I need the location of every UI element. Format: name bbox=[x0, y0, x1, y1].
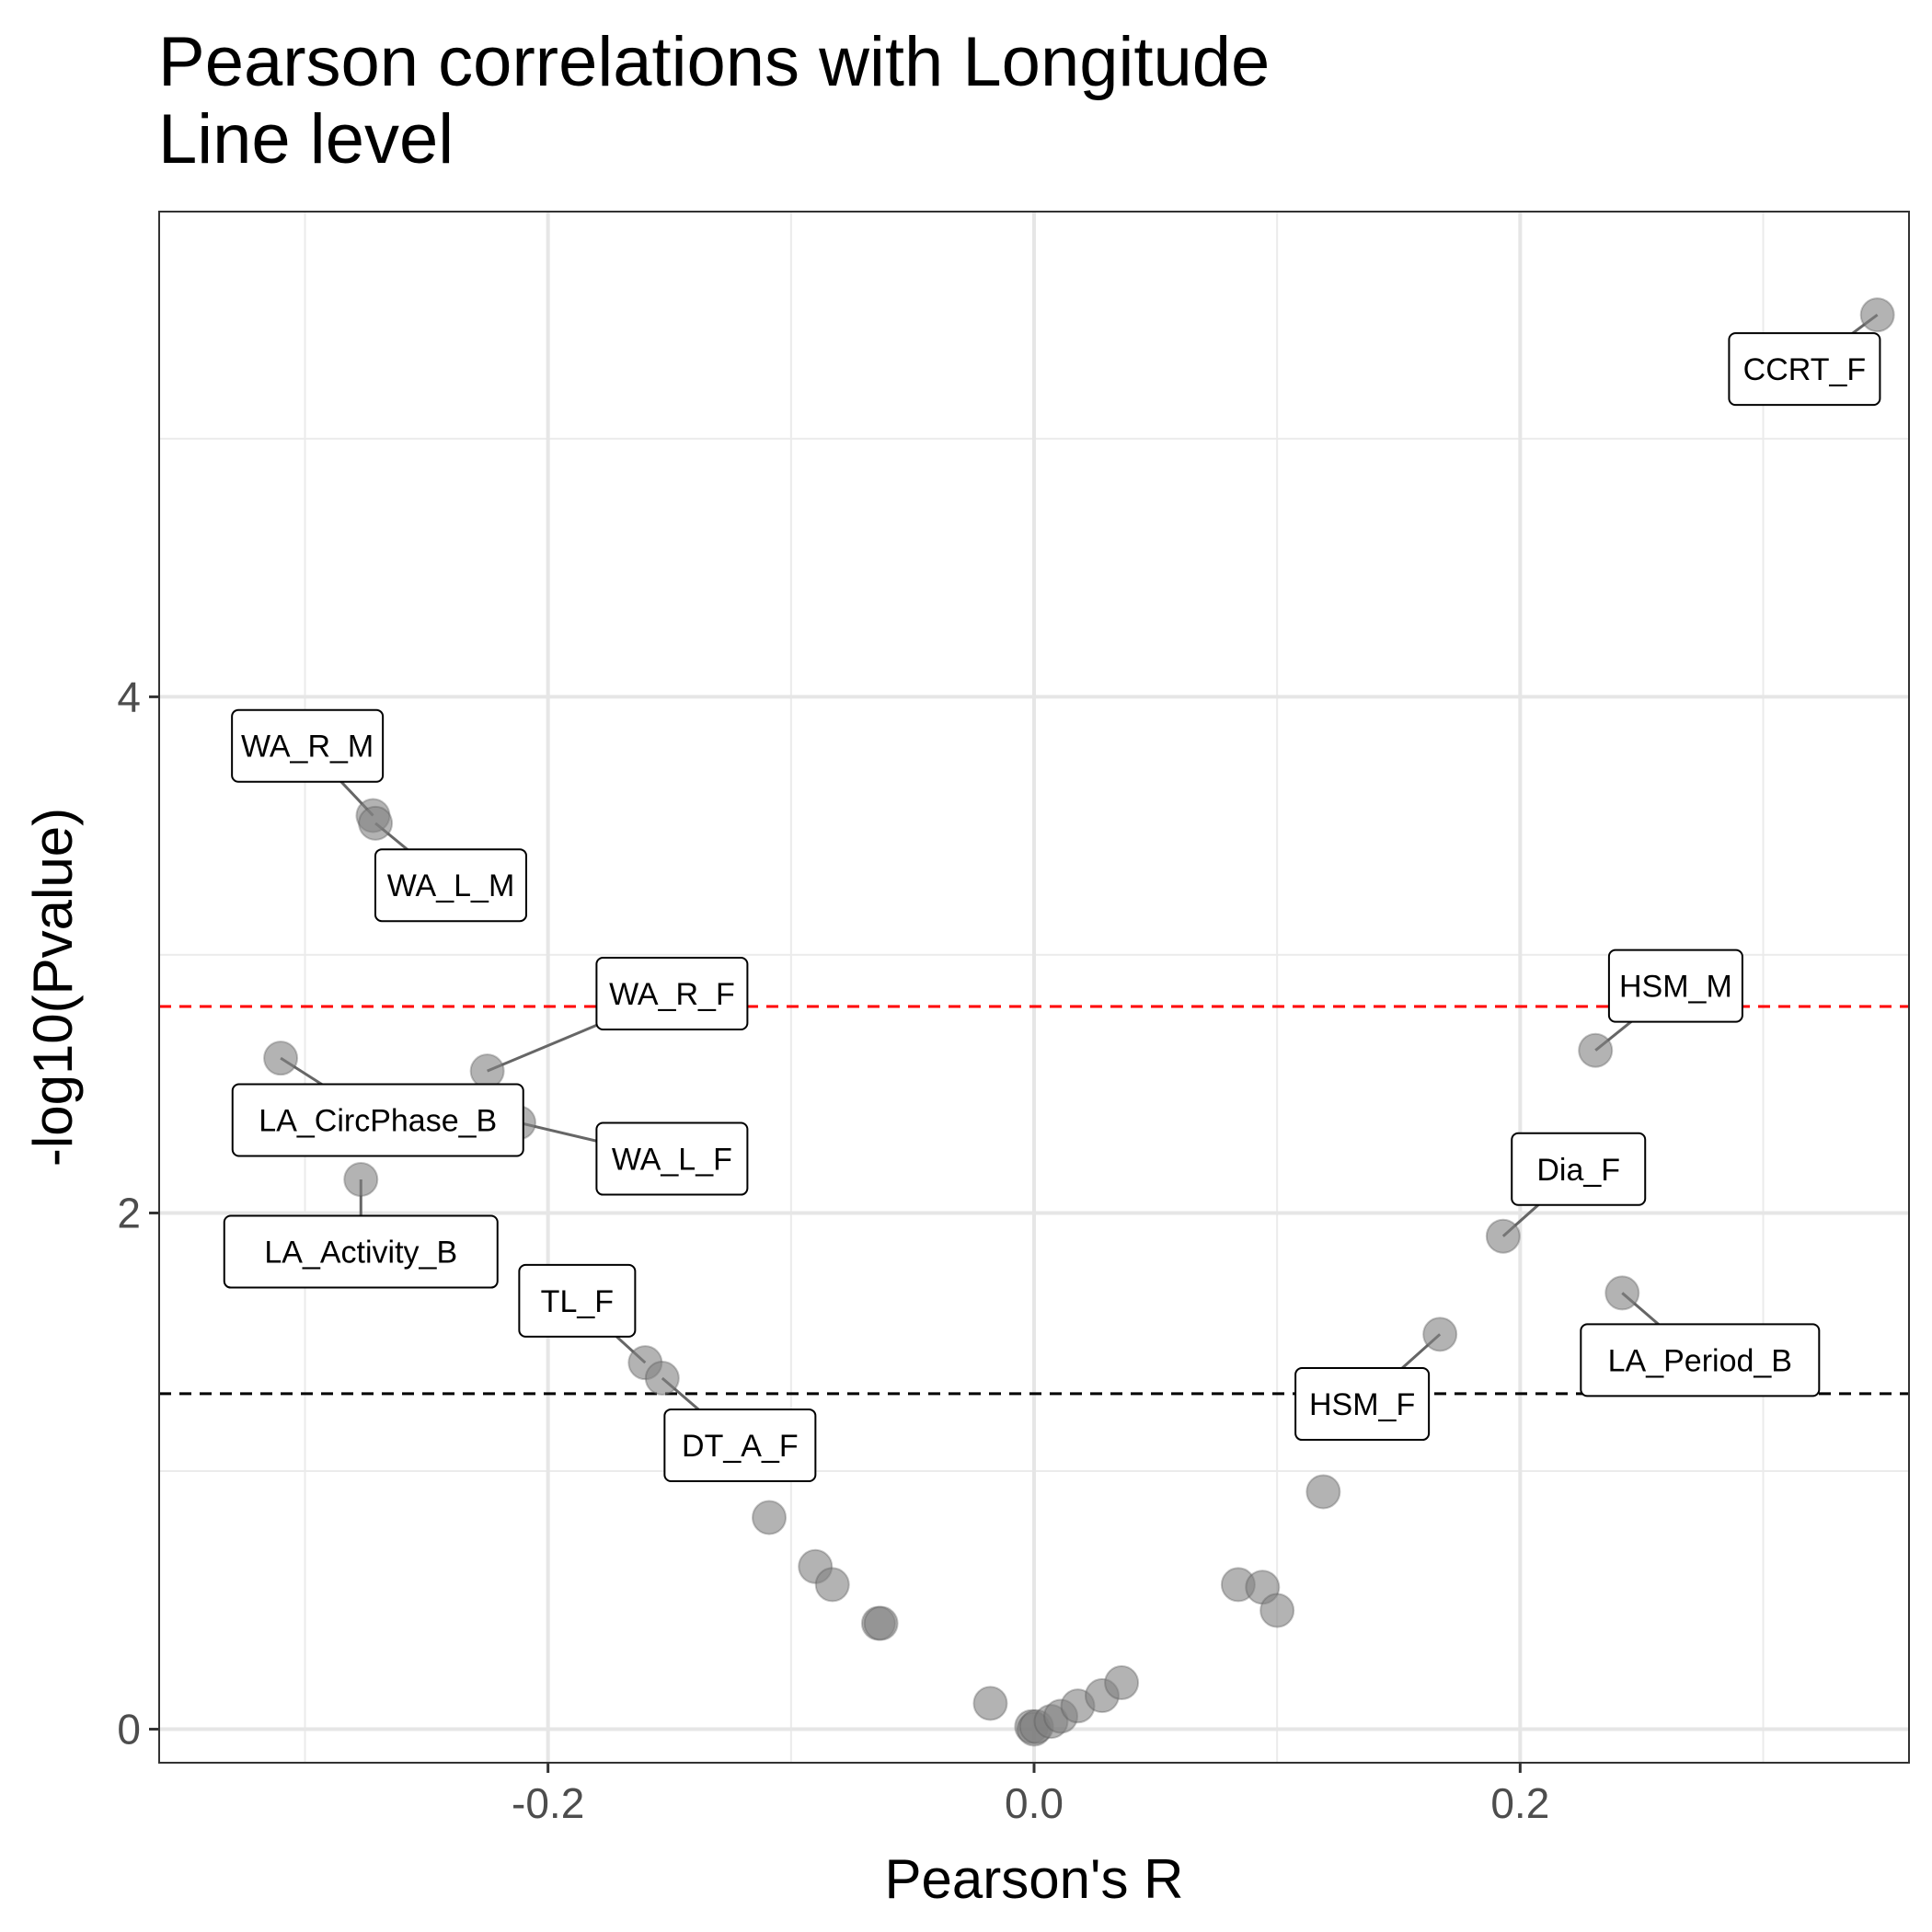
chart-title: Pearson correlations with Longitude bbox=[158, 23, 1271, 101]
point-label: WA_L_F bbox=[612, 1143, 732, 1178]
point-label: LA_Period_B bbox=[1608, 1343, 1792, 1378]
data-point bbox=[1259, 1593, 1295, 1628]
data-point bbox=[1578, 1032, 1614, 1068]
data-point bbox=[752, 1500, 788, 1535]
x-tick-label: 0.2 bbox=[1490, 1779, 1549, 1827]
point-label-box bbox=[1511, 1132, 1647, 1206]
data-point bbox=[343, 1161, 379, 1197]
major-gridlines bbox=[159, 212, 1909, 1763]
data-point bbox=[644, 1361, 680, 1397]
data-point bbox=[1604, 1275, 1640, 1311]
point-label-box bbox=[595, 1121, 749, 1196]
axes: -0.2 0.0 0.2 0 2 4 bbox=[117, 673, 1549, 1827]
data-points bbox=[263, 297, 1895, 1747]
point-label: WA_R_M bbox=[241, 730, 374, 765]
data-point bbox=[358, 805, 394, 841]
point-label: LA_Activity_B bbox=[264, 1236, 457, 1271]
point-label: WA_L_M bbox=[387, 868, 515, 903]
x-axis-title: Pearson's R bbox=[885, 1848, 1184, 1910]
data-point bbox=[1859, 297, 1895, 333]
point-label-box bbox=[595, 957, 749, 1031]
chart-subtitle: Line level bbox=[158, 100, 454, 178]
x-tick-label: -0.2 bbox=[512, 1779, 584, 1827]
x-tick-label: 0.0 bbox=[1005, 1779, 1064, 1827]
y-axis-title: -log10(Pvalue) bbox=[22, 808, 84, 1167]
point-label: Dia_F bbox=[1536, 1153, 1620, 1188]
point-label-box bbox=[374, 848, 527, 923]
data-point bbox=[863, 1605, 899, 1641]
point-label-box bbox=[518, 1263, 637, 1338]
point-label-box bbox=[1580, 1323, 1821, 1397]
point-label-box bbox=[1728, 332, 1881, 407]
data-point bbox=[814, 1567, 850, 1603]
point-label: WA_R_F bbox=[609, 977, 735, 1012]
data-point bbox=[972, 1685, 1008, 1721]
point-label: DT_A_F bbox=[682, 1429, 799, 1464]
y-tick-label: 2 bbox=[117, 1189, 141, 1236]
data-point bbox=[1485, 1218, 1521, 1254]
data-point bbox=[1104, 1665, 1140, 1701]
point-label-box bbox=[1294, 1367, 1431, 1442]
data-point bbox=[1305, 1474, 1341, 1510]
y-tick-label: 0 bbox=[117, 1706, 141, 1754]
data-point bbox=[469, 1053, 505, 1089]
point-label-box bbox=[231, 708, 385, 783]
point-label: TL_F bbox=[541, 1284, 614, 1319]
point-label: CCRT_F bbox=[1743, 352, 1867, 387]
point-label: LA_CircPhase_B bbox=[259, 1103, 497, 1138]
point-label-box bbox=[663, 1408, 817, 1482]
point-label-box bbox=[231, 1083, 524, 1157]
point-label-box bbox=[223, 1214, 499, 1289]
point-label: HSM_F bbox=[1309, 1387, 1415, 1422]
point-label: HSM_M bbox=[1619, 970, 1732, 1005]
data-point bbox=[263, 1041, 299, 1076]
data-point bbox=[1422, 1317, 1458, 1352]
y-tick-label: 4 bbox=[117, 673, 141, 720]
point-labels: CCRT_F WA_R_M WA_L_M WA_R_F LA_CircPhase_B WA… bbox=[223, 332, 1881, 1482]
point-label-box bbox=[1607, 949, 1743, 1023]
